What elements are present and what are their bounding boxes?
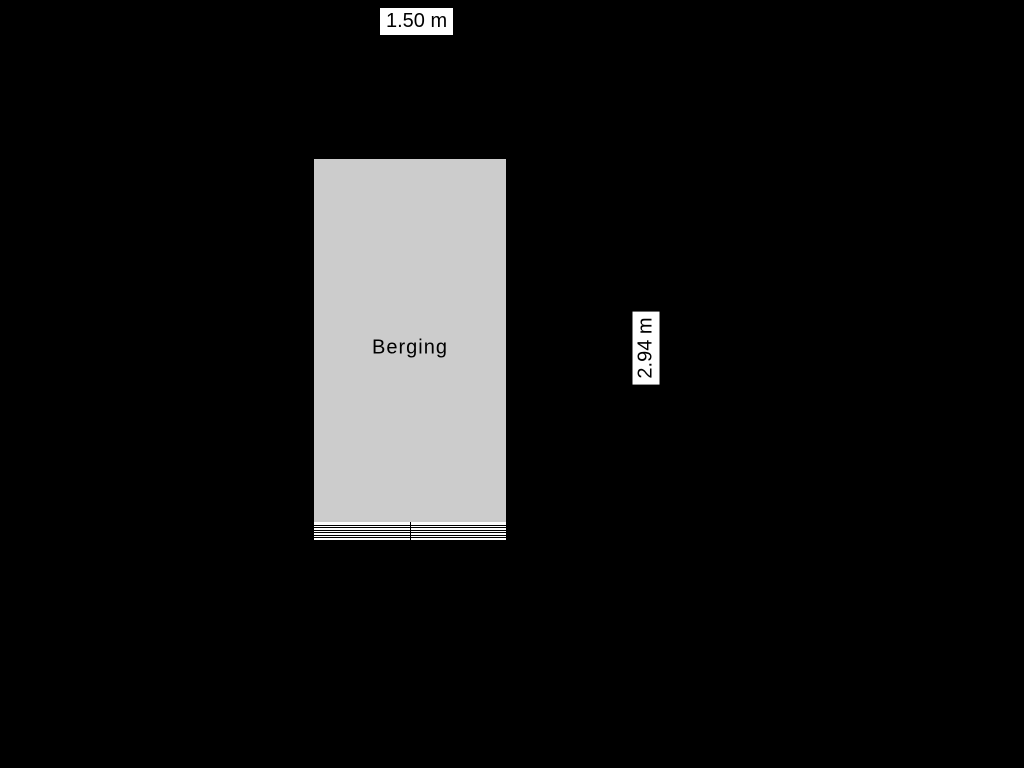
room-label: Berging bbox=[372, 336, 448, 359]
floorplan-canvas: Berging 1.50 m 2.94 m bbox=[0, 0, 1024, 768]
dimension-height-label: 2.94 m bbox=[633, 311, 660, 384]
dimension-width-label: 1.50 m bbox=[380, 8, 453, 35]
room-berging: Berging bbox=[310, 155, 510, 540]
door-threshold bbox=[314, 522, 506, 540]
threshold-center-tick bbox=[410, 522, 411, 540]
